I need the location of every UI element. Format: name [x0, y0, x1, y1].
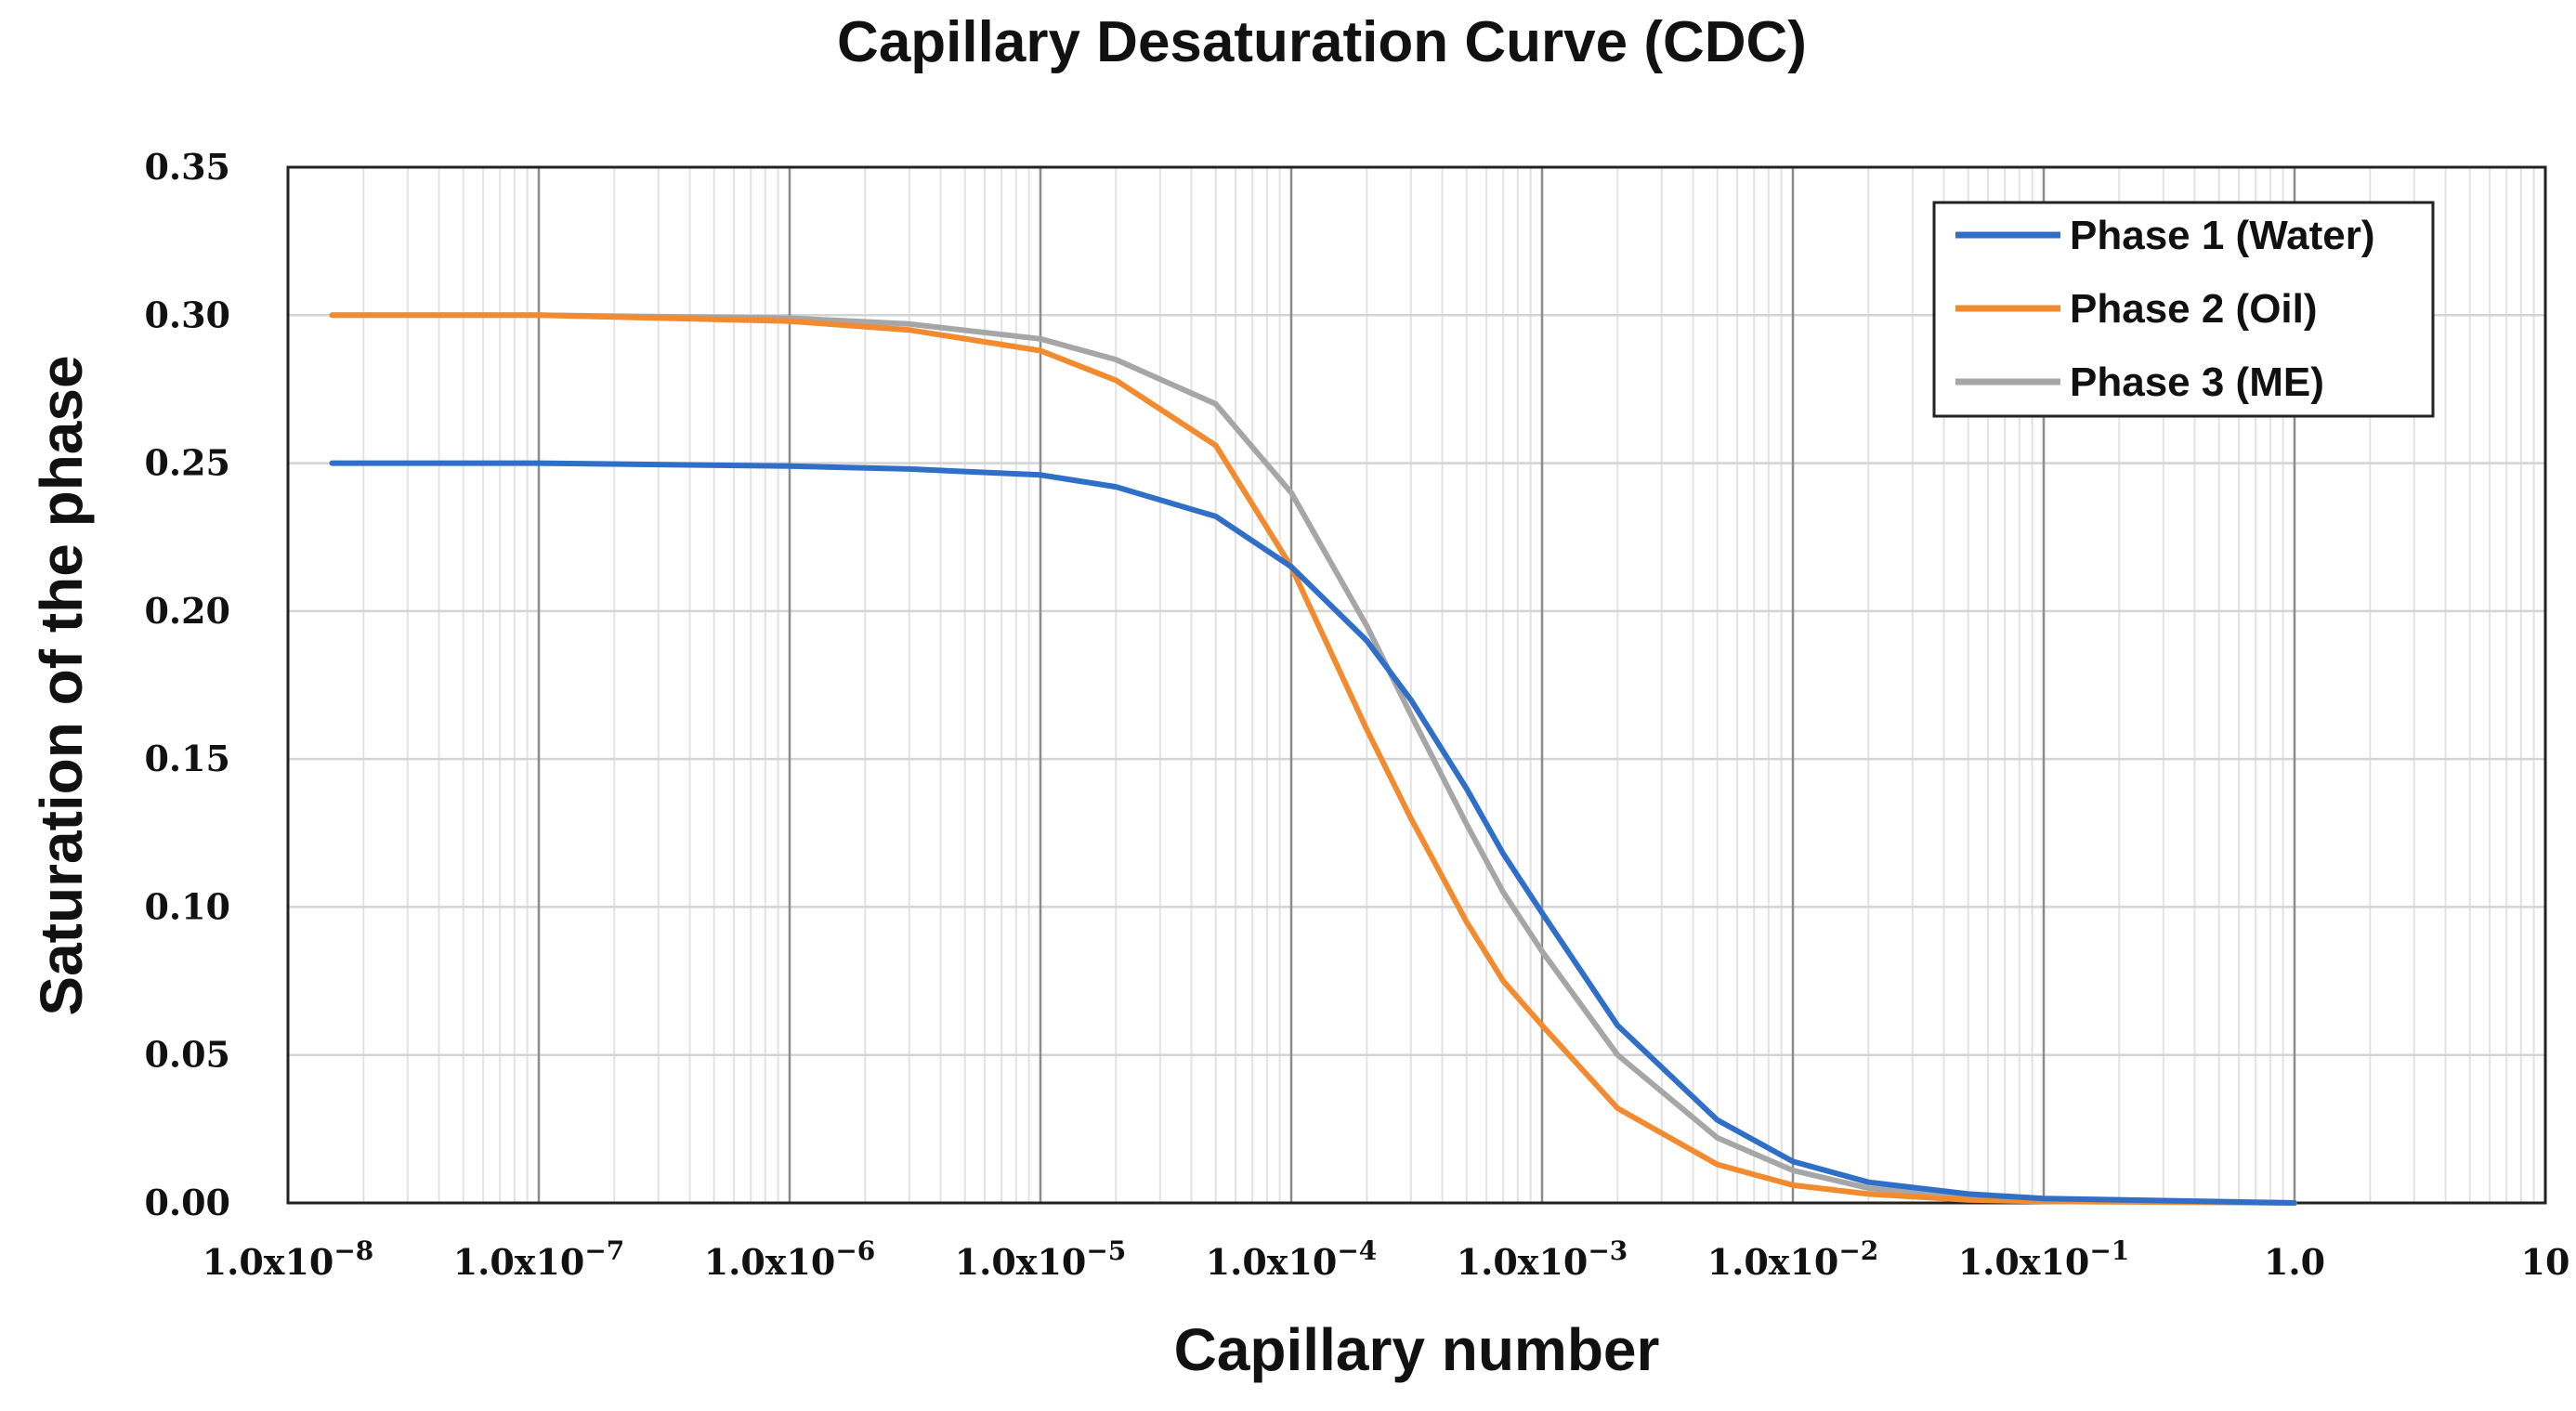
x-tick-label: 1.0x10−6: [704, 1235, 876, 1283]
legend-label: Phase 2 (Oil): [2070, 286, 2318, 332]
series-line-phase-1-water: [329, 460, 2297, 1206]
chart-title: Capillary Desaturation Curve (CDC): [837, 10, 1807, 74]
y-tick-label: 0.35: [144, 146, 230, 188]
x-tick-label: 10: [2521, 1241, 2570, 1283]
legend: Phase 1 (Water) Phase 2 (Oil) Phase 3 (ME): [1932, 201, 2435, 418]
y-tick-label: 0.05: [144, 1034, 230, 1076]
y-tick-label: 0.00: [144, 1182, 230, 1223]
x-tick-label: 1.0x10−1: [1958, 1235, 2130, 1283]
axis-tick-labels: 0.00 0.05 0.10 0.15 0.20 0.25 0.30 0.35 1.0x10−8…: [144, 146, 2569, 1283]
y-tick-label: 0.10: [144, 885, 230, 927]
series-line-phase-3-me: [329, 312, 2297, 1206]
x-tick-label: 1.0x10−7: [453, 1235, 625, 1283]
x-axis-title: Capillary number: [1174, 1316, 1660, 1383]
plot-area-frame: [286, 165, 2547, 1205]
y-tick-label: 0.15: [144, 738, 230, 779]
x-tick-label: 1.0: [2264, 1241, 2325, 1283]
y-tick-label: 0.25: [144, 442, 230, 484]
series-layer: [329, 312, 2297, 1206]
x-tick-label: 1.0x10−3: [1457, 1235, 1628, 1283]
x-tick-label: 1.0x10−8: [203, 1235, 374, 1283]
y-axis-title: Saturation of the phase: [28, 355, 95, 1015]
legend-label: Phase 3 (ME): [2070, 359, 2324, 405]
legend-label: Phase 1 (Water): [2070, 213, 2374, 258]
x-tick-label: 1.0x10−2: [1707, 1235, 1879, 1283]
x-tick-label: 1.0x10−4: [1206, 1235, 1378, 1283]
y-tick-label: 0.20: [144, 590, 230, 632]
y-tick-label: 0.30: [144, 294, 230, 335]
series-line-phase-2-oil: [329, 312, 2297, 1206]
x-tick-label: 1.0x10−5: [955, 1235, 1127, 1283]
